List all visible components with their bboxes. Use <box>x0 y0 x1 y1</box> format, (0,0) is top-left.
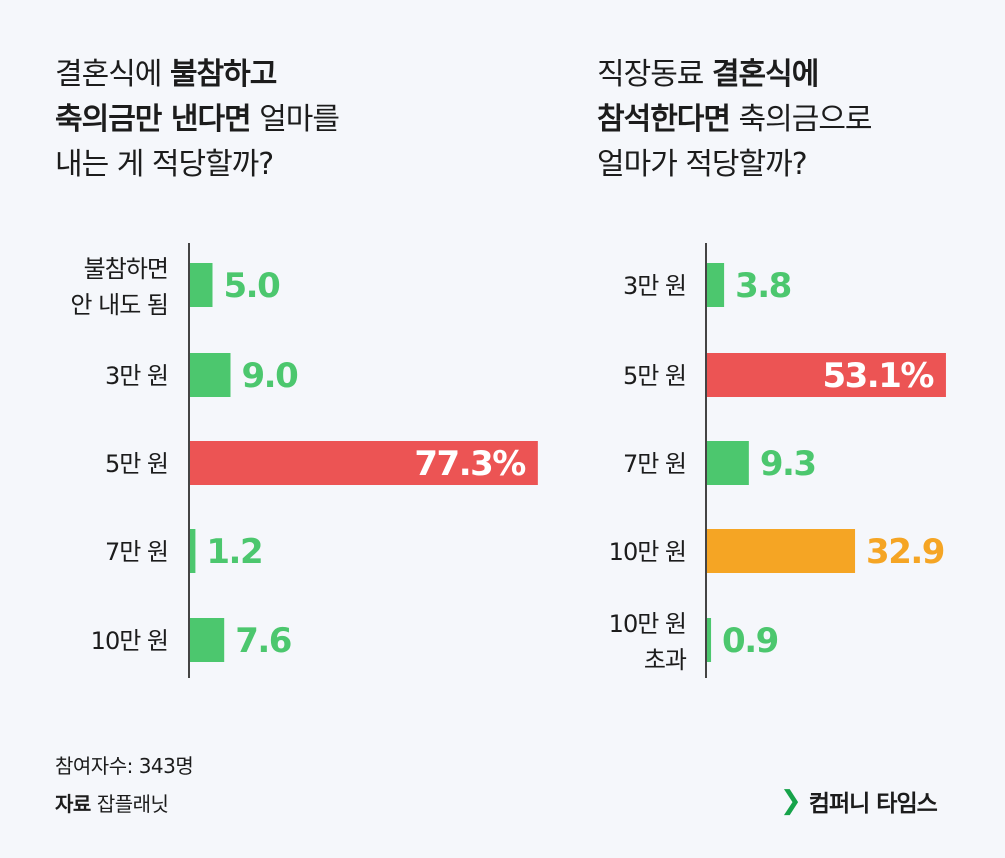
right-title-line2b: 축의금으로 <box>730 102 873 137</box>
left-chart-title: 결혼식에 불참하고 축의금만 낸다면 얼마를 내는 게 적당할까? <box>55 52 435 187</box>
chart-0-bar-3 <box>190 529 196 573</box>
chart-0-bar-4 <box>190 618 225 662</box>
source-line: 자료 잡플래닛 <box>55 788 169 817</box>
participant-count: 참여자수: 343명 <box>55 754 194 778</box>
chart-1-category-label-4: 10만 원 초과 <box>609 610 687 674</box>
chart-1-category-label-0: 3만 원 <box>623 272 686 300</box>
chart-0-value-label-3: 1.2 <box>206 532 262 572</box>
chart-1-bar-3 <box>707 529 856 573</box>
source-label: 자료 <box>55 792 91 816</box>
left-title-line1a: 결혼식에 <box>55 57 170 92</box>
left-title-line3: 내는 게 적당할까? <box>55 147 274 182</box>
chart-0-bar-1 <box>190 353 231 397</box>
chart-1-category-label-3: 10만 원 <box>609 538 686 566</box>
chart-1-category-label-1: 5만 원 <box>623 362 686 390</box>
right-title-line3: 얼마가 적당할까? <box>597 147 808 182</box>
chart-0-category-label-4: 10만 원 <box>91 627 168 655</box>
chart-1-bar-2 <box>707 441 749 485</box>
brand-logo: ❯ 컴퍼니 타임스 <box>780 784 938 818</box>
chart-1-bar-4 <box>707 618 712 662</box>
right-title-line1a: 직장동료 <box>597 57 712 92</box>
source-name: 잡플래닛 <box>96 792 169 816</box>
left-title-line2b: 얼마를 <box>250 102 340 137</box>
chart-0-value-label-2: 77.3% <box>414 444 525 484</box>
chart-0-value-label-0: 5.0 <box>224 266 281 306</box>
chart-1-value-label-4: 0.9 <box>722 621 778 661</box>
left-title-line1b: 불참하고 <box>169 57 277 92</box>
chart-0-category-label-3: 7만 원 <box>105 538 168 566</box>
chart-0-value-label-1: 9.0 <box>242 356 299 396</box>
chart-0-value-label-4: 7.6 <box>235 621 291 661</box>
chart-0-category-label-1: 3만 원 <box>105 362 168 390</box>
right-title-line1b: 결혼식에 <box>711 57 819 92</box>
chart-1-bar-0 <box>707 263 725 307</box>
chart-1-value-label-2: 9.3 <box>760 444 816 484</box>
right-chart-title: 직장동료 결혼식에 참석한다면 축의금으로 얼마가 적당할까? <box>597 52 977 187</box>
chart-0-bar-2 <box>190 441 538 485</box>
chart-1-category-label-2: 7만 원 <box>623 450 686 478</box>
left-title-line2a: 축의금만 낸다면 <box>55 102 252 137</box>
chart-0-category-label-0: 불참하면 안 내도 됨 <box>70 255 168 319</box>
chart-0-bar-0 <box>190 263 213 307</box>
chart-1-value-label-3: 32.9 <box>866 532 944 572</box>
chart-1-value-label-0: 3.8 <box>735 266 791 306</box>
chart-0-category-label-2: 5만 원 <box>105 450 168 478</box>
brand-name: 컴퍼니 타임스 <box>808 791 938 817</box>
chart-1-bar-1 <box>707 353 946 397</box>
right-title-line2a: 참석한다면 <box>597 102 731 137</box>
brand-chevron-icon: ❯ <box>780 786 802 816</box>
chart-1-value-label-1: 53.1% <box>822 356 933 396</box>
